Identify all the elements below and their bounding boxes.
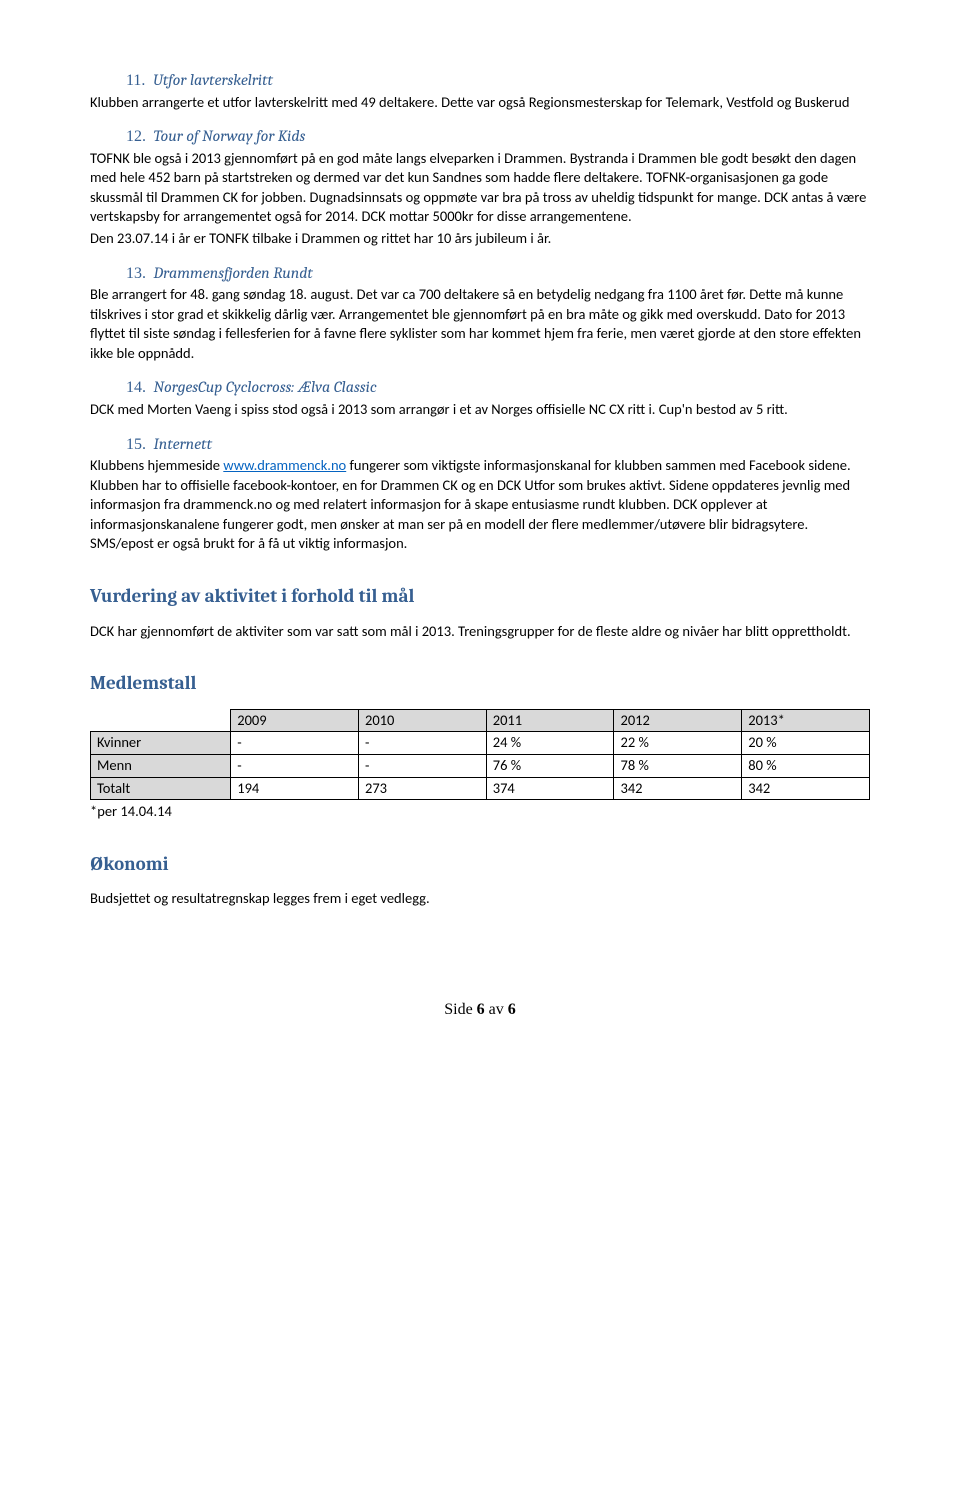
table-cell: 20 % — [742, 732, 870, 755]
heading-title: Internett — [154, 435, 212, 453]
footer-total: 6 — [508, 1001, 516, 1018]
footer-text: av — [485, 1001, 508, 1018]
table-cell: 24 % — [486, 732, 614, 755]
table-cell: 76 % — [486, 754, 614, 777]
table-cell: Totalt — [91, 777, 231, 800]
table-row: Kvinner - - 24 % 22 % 20 % — [91, 732, 870, 755]
table-cell: 194 — [231, 777, 359, 800]
heading-okonomi: Økonomi — [90, 852, 870, 878]
heading-13: 13. Drammensfjorden Rundt — [126, 263, 870, 285]
heading-vurdering: Vurdering av aktivitet i forhold til mål — [90, 584, 870, 610]
heading-medlemstall: Medlemstall — [90, 671, 870, 697]
heading-number: 15. — [126, 436, 146, 453]
heading-title: Utfor lavterskelritt — [153, 71, 273, 89]
heading-number: 14. — [126, 379, 146, 396]
table-cell: - — [358, 732, 486, 755]
table-header-cell — [91, 709, 231, 732]
heading-15: 15. Internett — [126, 434, 870, 456]
table-cell: - — [231, 754, 359, 777]
table-header-cell: 2011 — [486, 709, 614, 732]
table-cell: 273 — [358, 777, 486, 800]
heading-12: 12. Tour of Norway for Kids — [126, 126, 870, 148]
table-cell: Kvinner — [91, 732, 231, 755]
table-cell: 78 % — [614, 754, 742, 777]
table-cell: 80 % — [742, 754, 870, 777]
section-12-text-2: Den 23.07.14 i år er TONFK tilbake i Dra… — [90, 229, 870, 249]
table-header-cell: 2013* — [742, 709, 870, 732]
okonomi-text: Budsjettet og resultatregnskap legges fr… — [90, 889, 870, 909]
heading-title: Tour of Norway for Kids — [154, 127, 306, 145]
section-14-text: DCK med Morten Vaeng i spiss stod også i… — [90, 400, 870, 420]
section-11-text: Klubben arrangerte et utfor lavterskelri… — [90, 93, 870, 113]
table-header-cell: 2010 — [358, 709, 486, 732]
section-13-text: Ble arrangert for 48. gang søndag 18. au… — [90, 285, 870, 363]
table-footnote: *per 14.04.14 — [90, 802, 870, 822]
table-header-cell: 2012 — [614, 709, 742, 732]
heading-11: 11. Utfor lavterskelritt — [126, 70, 870, 92]
medlemstall-table: 2009 2010 2011 2012 2013* Kvinner - - 24… — [90, 709, 870, 800]
table-header-cell: 2009 — [231, 709, 359, 732]
vurdering-text: DCK har gjennomført de aktiviter som var… — [90, 622, 870, 642]
heading-number: 11. — [126, 72, 145, 89]
heading-number: 12. — [126, 128, 146, 145]
table-row: Totalt 194 273 374 342 342 — [91, 777, 870, 800]
heading-title: NorgesCup Cyclocross: Ælva Classic — [154, 378, 377, 396]
heading-14: 14. NorgesCup Cyclocross: Ælva Classic — [126, 377, 870, 399]
table-header-row: 2009 2010 2011 2012 2013* — [91, 709, 870, 732]
table-cell: 342 — [614, 777, 742, 800]
section-15-text: Klubbens hjemmeside www.drammenck.no fun… — [90, 456, 870, 554]
table-cell: Menn — [91, 754, 231, 777]
homepage-link[interactable]: www.drammenck.no — [223, 456, 346, 474]
table-cell: 374 — [486, 777, 614, 800]
table-cell: 342 — [742, 777, 870, 800]
table-cell: 22 % — [614, 732, 742, 755]
section-12-text: TOFNK ble også i 2013 gjennomført på en … — [90, 149, 870, 227]
page-footer: Side 6 av 6 — [90, 999, 870, 1021]
heading-title: Drammensfjorden Rundt — [154, 264, 313, 282]
table-cell: - — [231, 732, 359, 755]
table-row: Menn - - 76 % 78 % 80 % — [91, 754, 870, 777]
heading-number: 13. — [126, 265, 146, 282]
footer-text: Side — [444, 1001, 476, 1018]
text-before-link: Klubbens hjemmeside — [90, 456, 223, 474]
table-cell: - — [358, 754, 486, 777]
footer-page: 6 — [477, 1001, 485, 1018]
